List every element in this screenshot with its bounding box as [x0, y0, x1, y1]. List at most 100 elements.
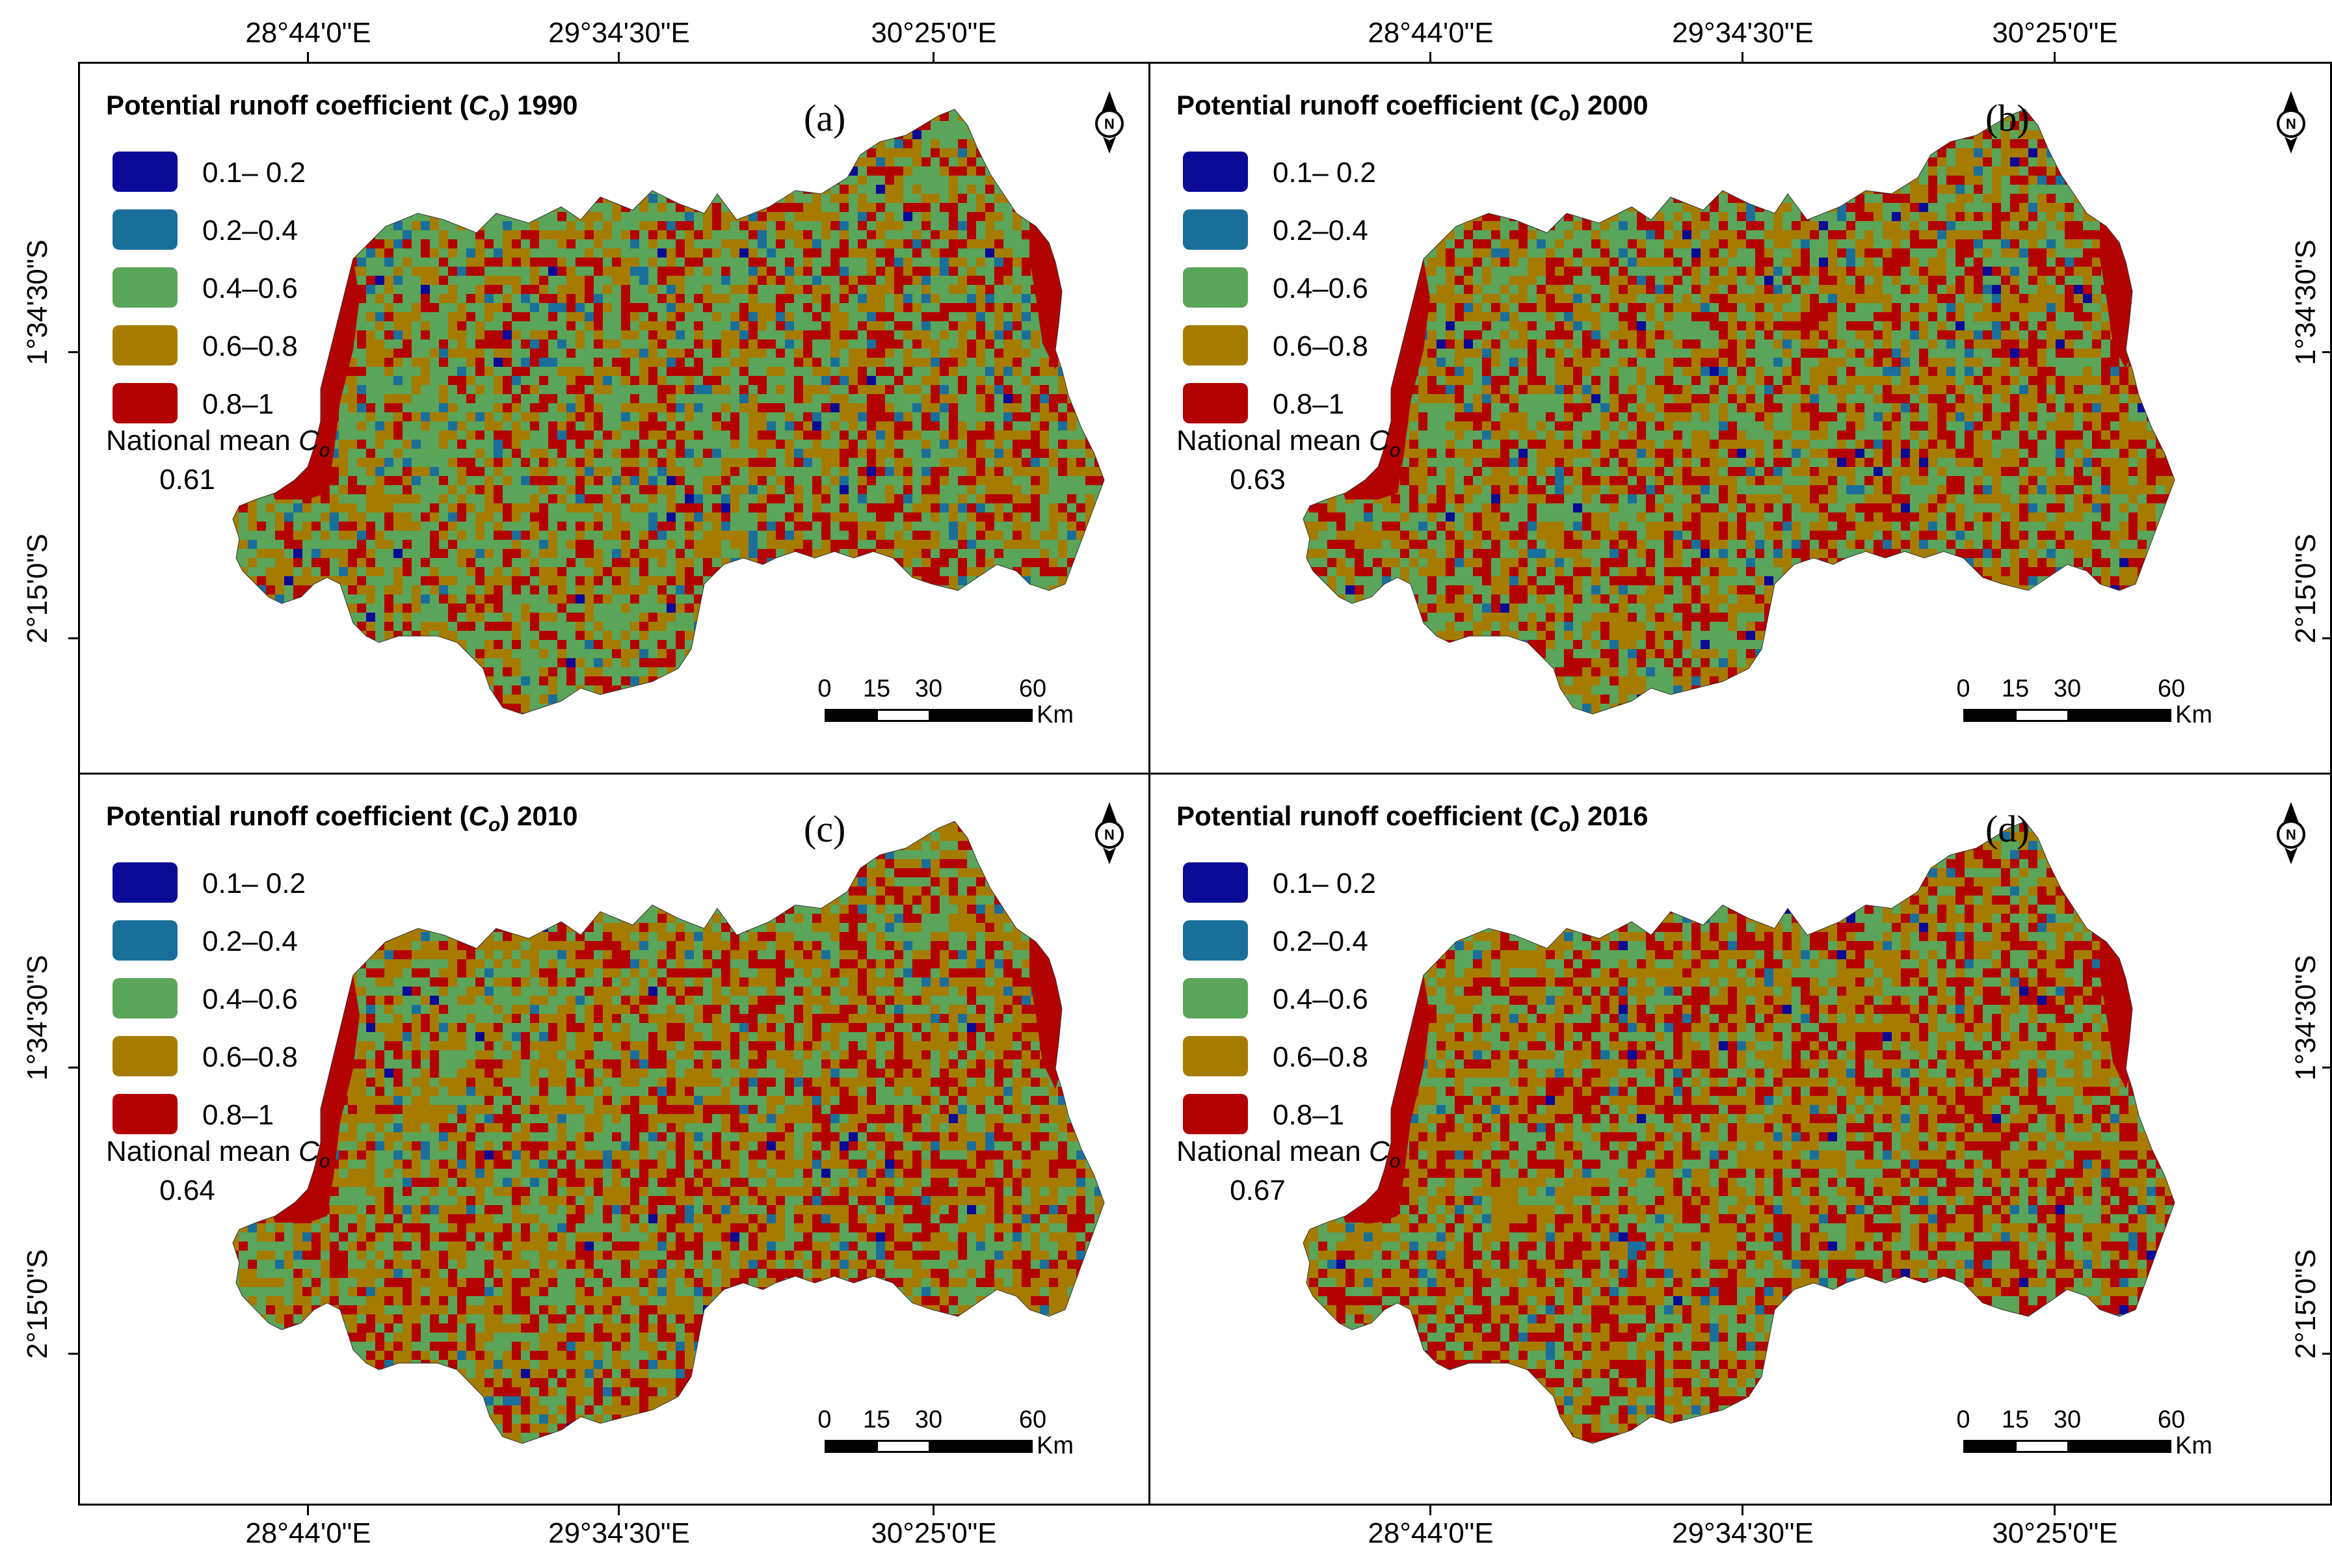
scale-tick-label: 60 [1018, 1406, 1047, 1433]
legend-swatch [113, 325, 178, 365]
axis-tick [2322, 1067, 2332, 1069]
scale-tick-label: 30 [914, 675, 943, 702]
top-longitude-label: 30°25'0"E [1992, 17, 2118, 49]
map-panel-a: Potential runoff coefficient (Co) 1990 (a… [80, 64, 1148, 773]
legend-swatch [113, 1094, 178, 1134]
map-panel-b: Potential runoff coefficient (Co) 2000 (b… [1150, 64, 2330, 773]
legend-swatch [113, 978, 178, 1018]
vertical-divider [1148, 62, 1150, 1506]
scale-tick-label: 30 [2053, 675, 2082, 702]
runoff-map [232, 821, 1105, 1444]
legend-label: 0.2–0.4 [1273, 215, 1368, 246]
legend-swatch [113, 1036, 178, 1076]
svg-text:N: N [1104, 116, 1115, 132]
legend-swatch [1183, 209, 1248, 250]
legend-label: 0.4–0.6 [202, 983, 298, 1015]
top-longitude-label: 28°44'0"E [1368, 17, 1494, 49]
axis-tick [1742, 1506, 1743, 1515]
runoff-map [232, 109, 1105, 715]
scale-bar-graphic [1963, 709, 2171, 722]
scale-unit: Km [1037, 701, 1074, 728]
legend-swatch [1183, 1094, 1248, 1134]
legend-label: 0.1– 0.2 [202, 868, 306, 899]
legend-swatch [1183, 978, 1248, 1018]
axis-tick [68, 1067, 78, 1069]
legend-label: 0.2–0.4 [202, 215, 298, 246]
axis-tick [2322, 351, 2332, 353]
axis-tick [618, 1506, 620, 1515]
north-arrow-icon: N [2277, 91, 2305, 153]
horizontal-divider [78, 773, 2332, 775]
scale-tick-label: 15 [862, 1406, 891, 1433]
axis-tick [2322, 637, 2332, 639]
legend-label: 0.8–1 [202, 1099, 274, 1131]
legend-label: 0.6–0.8 [1273, 330, 1368, 362]
legend-swatch [1183, 383, 1248, 423]
national-mean-value: 0.61 [159, 464, 215, 496]
legend-label: 0.8–1 [202, 388, 274, 420]
axis-tick [1429, 52, 1431, 62]
national-mean-label: National mean Co [1176, 425, 1401, 461]
north-arrow-icon: N [1095, 91, 1124, 153]
panel-letter: (a) [804, 97, 846, 139]
bottom-longitude-label: 30°25'0"E [1992, 1517, 2118, 1549]
scale-unit: Km [1037, 1432, 1074, 1459]
legend-label: 0.2–0.4 [202, 925, 298, 957]
national-mean-value: 0.63 [1230, 464, 1286, 496]
axis-tick [933, 1506, 934, 1515]
axis-tick [68, 1353, 78, 1355]
map-panel-d: Potential runoff coefficient (Co) 2016 (d… [1150, 775, 2330, 1504]
scale-tick-label: 60 [2157, 1406, 2186, 1433]
axis-tick [68, 351, 78, 353]
bottom-longitude-label: 28°44'0"E [1368, 1517, 1494, 1549]
scale-tick-label: 15 [862, 675, 891, 702]
legend-label: 0.1– 0.2 [1273, 157, 1377, 189]
legend-swatch [1183, 152, 1248, 192]
axis-tick [2322, 1353, 2332, 1355]
scale-bar-graphic [1963, 1440, 2171, 1453]
legend-swatch [113, 383, 178, 423]
top-longitude-label: 29°34'30"E [1672, 17, 1814, 49]
national-mean-label: National mean Co [106, 1136, 330, 1172]
legend-swatch [1183, 862, 1248, 903]
legend-label: 0.6–0.8 [202, 1041, 298, 1073]
national-mean-value: 0.67 [1230, 1175, 1286, 1206]
bottom-longitude-label: 28°44'0"E [245, 1517, 371, 1549]
legend-label: 0.2–0.4 [1273, 925, 1368, 957]
national-mean-label: National mean Co [106, 425, 330, 461]
scale-tick-label: 0 [817, 675, 832, 702]
legend-swatch [1183, 1036, 1248, 1076]
map-panel-c: Potential runoff coefficient (Co) 2010 (c… [80, 775, 1148, 1504]
scale-tick-label: 0 [1956, 1406, 1970, 1433]
axis-tick [618, 52, 620, 62]
panel-title: Potential runoff coefficient (Co) 1990 [106, 90, 578, 126]
legend-swatch [113, 152, 178, 192]
axis-tick [1742, 52, 1743, 62]
bottom-longitude-label: 30°25'0"E [871, 1517, 997, 1549]
legend-label: 0.4–0.6 [1273, 272, 1368, 304]
legend-swatch [1183, 920, 1248, 961]
legend-swatch [113, 862, 178, 903]
axis-tick [1429, 1506, 1431, 1515]
scale-tick-label: 15 [2001, 675, 2030, 702]
national-mean-label: National mean Co [1176, 1136, 1401, 1172]
legend-swatch [1183, 267, 1248, 308]
panel-letter: (b) [1985, 97, 2030, 139]
scale-tick-label: 30 [914, 1406, 943, 1433]
bottom-longitude-label: 29°34'30"E [1672, 1517, 1814, 1549]
panel-title: Potential runoff coefficient (Co) 2000 [1176, 90, 1649, 126]
left-latitude-label: 1°34'30"S [21, 239, 53, 365]
scale-tick-label: 15 [2001, 1406, 2030, 1433]
legend-label: 0.1– 0.2 [202, 157, 306, 189]
runoff-map [1303, 109, 2175, 715]
figure-frame [78, 62, 2332, 1506]
scale-bar-graphic [825, 1440, 1033, 1453]
panel-letter: (c) [804, 808, 846, 850]
scale-tick-label: 0 [1956, 675, 1970, 702]
axis-tick [933, 52, 934, 62]
legend-label: 0.8–1 [1273, 388, 1345, 420]
top-longitude-label: 28°44'0"E [245, 17, 371, 49]
legend-label: 0.8–1 [1273, 1099, 1345, 1131]
legend-swatch [113, 209, 178, 250]
scale-tick-label: 30 [2053, 1406, 2082, 1433]
